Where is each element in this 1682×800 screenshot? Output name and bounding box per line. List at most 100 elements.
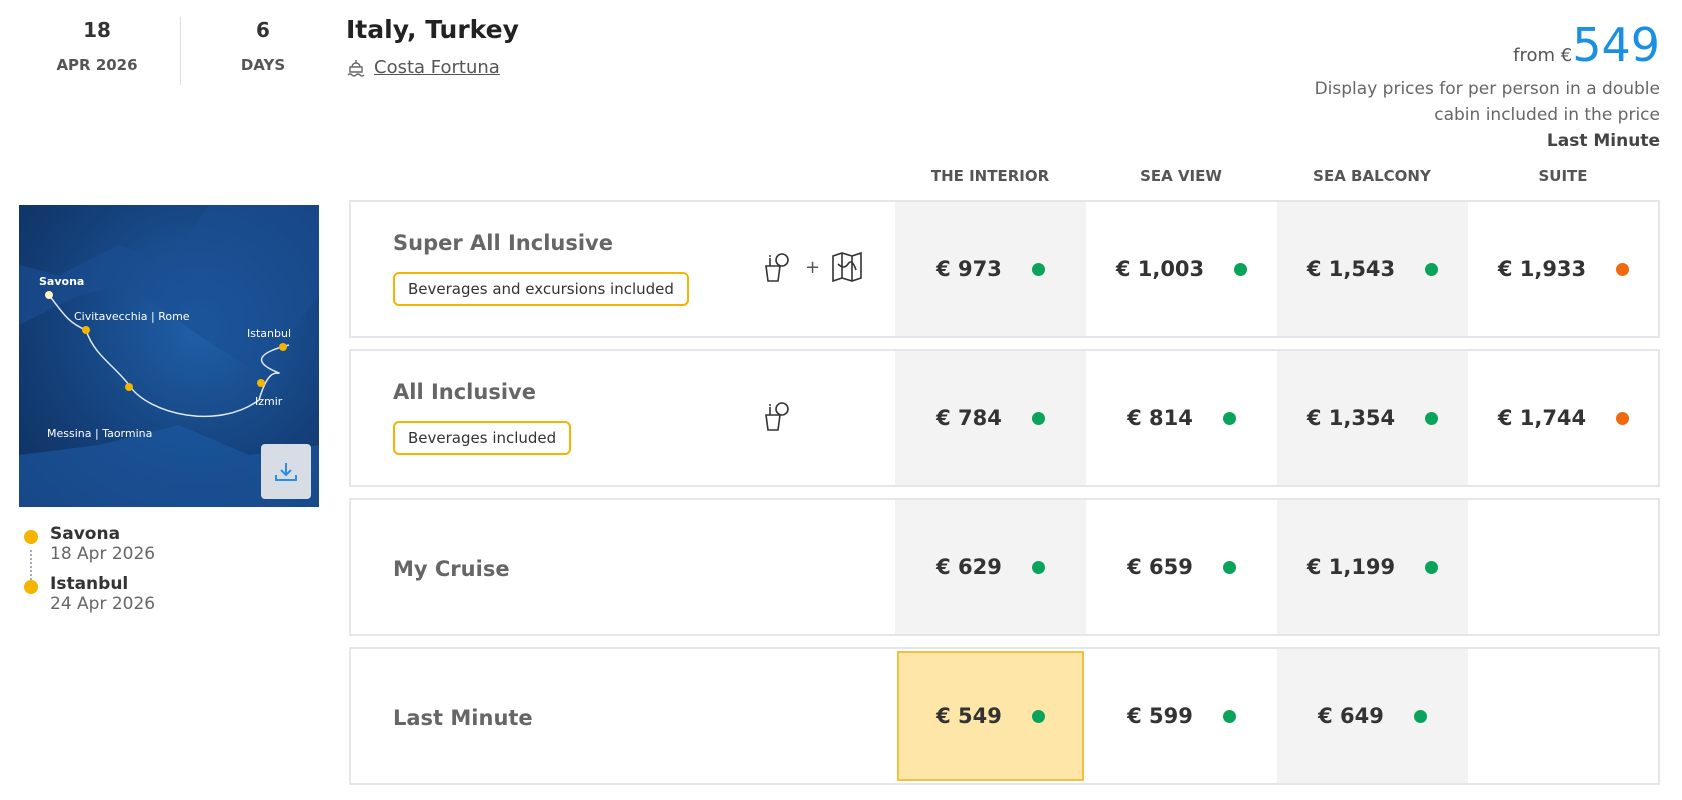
divider	[180, 17, 181, 85]
fare-name: All Inclusive	[393, 380, 536, 404]
availability-dot-icon	[1222, 411, 1236, 425]
availability-dot-icon	[1425, 262, 1439, 276]
availability-dot-icon	[1425, 411, 1439, 425]
price: € 1,003	[1115, 257, 1205, 281]
price-cell[interactable]: € 1,933	[1468, 202, 1659, 336]
price-cell[interactable]: € 1,543	[1277, 202, 1468, 336]
price-cell[interactable]: € 1,003	[1086, 202, 1277, 336]
price-cell[interactable]: € 549	[895, 649, 1086, 783]
price-cell[interactable]: € 784	[895, 351, 1086, 485]
duration: 6 DAYS	[188, 18, 338, 74]
fare-badge: Beverages included	[393, 421, 572, 455]
price: € 549	[936, 704, 1002, 728]
map-label: Civitavecchia | Rome	[74, 310, 190, 323]
price-cell[interactable]: € 973	[895, 202, 1086, 336]
price: € 629	[936, 555, 1002, 579]
price-cell[interactable]: € 1,354	[1277, 351, 1468, 485]
price-cell[interactable]: € 814	[1086, 351, 1277, 485]
price-cell[interactable]: € 1,199	[1277, 500, 1468, 634]
price: € 1,199	[1306, 555, 1396, 579]
stop-date: 24 Apr 2026	[50, 594, 156, 614]
price: € 973	[936, 257, 1002, 281]
note-fare: Last Minute	[1546, 131, 1660, 151]
price: € 659	[1127, 555, 1193, 579]
itinerary: Savona 18 Apr 2026 Istanbul 24 Apr 2026	[24, 524, 155, 624]
availability-dot-icon	[1222, 709, 1236, 723]
column-header-sea-view: SEA VIEW	[1140, 167, 1222, 185]
fare-name: Last Minute	[393, 706, 533, 730]
stop-dot-icon	[24, 530, 38, 544]
fare-icons: +	[761, 250, 864, 284]
month-year: APR 2026	[56, 56, 138, 74]
fare-row: All Inclusive Beverages included € 784 € 81…	[349, 349, 1660, 487]
column-header-sea-balcony: SEA BALCONY	[1313, 167, 1431, 185]
map-label: Izmir	[255, 395, 283, 408]
price: € 1,744	[1497, 406, 1587, 430]
price-note: Display prices for per person in a doubl…	[1300, 76, 1660, 154]
price: € 1,543	[1306, 257, 1396, 281]
duration-value: 6	[256, 18, 270, 42]
day: 18	[83, 18, 111, 42]
ship-link[interactable]: Costa Fortuna	[374, 57, 500, 78]
availability-dot-icon	[1031, 411, 1045, 425]
availability-dot-icon	[1031, 560, 1045, 574]
availability-dot-icon	[1413, 709, 1427, 723]
fare-name: My Cruise	[393, 557, 510, 581]
price-cell[interactable]: € 599	[1086, 649, 1277, 783]
note-text: Display prices for per person in a doubl…	[1314, 79, 1660, 125]
plus-icon: +	[805, 256, 821, 278]
ship-icon	[347, 59, 365, 77]
from-label: from €	[1513, 45, 1573, 66]
map-label: Istanbul	[247, 327, 291, 340]
itinerary-stop: Savona 18 Apr 2026	[24, 524, 155, 564]
drink-icon	[765, 253, 789, 282]
availability-dot-icon	[1234, 262, 1248, 276]
duration-unit: DAYS	[240, 56, 286, 74]
itinerary-stop: Istanbul 24 Apr 2026	[24, 574, 155, 614]
price-cell[interactable]: € 1,744	[1468, 351, 1659, 485]
route-map-drawing: Savona Civitavecchia | Rome Messina | Ta…	[19, 205, 319, 507]
stop-date: 18 Apr 2026	[50, 544, 156, 564]
fare-name: Super All Inclusive	[393, 231, 613, 255]
stop-port: Savona	[50, 524, 121, 544]
availability-dot-icon	[1616, 262, 1630, 276]
price: € 599	[1127, 704, 1193, 728]
connector	[30, 550, 32, 580]
fare-row: Super All Inclusive Beverages and excursi…	[349, 200, 1660, 338]
availability-dot-icon	[1031, 262, 1045, 276]
price: € 1,933	[1497, 257, 1587, 281]
price: € 814	[1127, 406, 1193, 430]
price-cell[interactable]: € 649	[1277, 649, 1468, 783]
availability-dot-icon	[1222, 560, 1236, 574]
ship: Costa Fortuna	[346, 57, 500, 78]
price: € 1,354	[1306, 406, 1396, 430]
price-cell	[1468, 649, 1659, 783]
price: € 649	[1318, 704, 1384, 728]
column-header-suite: SUITE	[1538, 167, 1588, 185]
availability-dot-icon	[1031, 709, 1045, 723]
from-price-value: 549	[1572, 18, 1660, 72]
route-map[interactable]: Savona Civitavecchia | Rome Messina | Ta…	[19, 205, 319, 507]
from-price: from €549	[1513, 18, 1660, 72]
price-cell[interactable]: € 629	[895, 500, 1086, 634]
destination-title: Italy, Turkey	[346, 15, 519, 44]
drink-icon	[765, 402, 789, 431]
availability-dot-icon	[1616, 411, 1630, 425]
stop-port: Istanbul	[50, 574, 129, 594]
fare-row: Last Minute € 549 € 599 € 649	[349, 647, 1660, 785]
excursion-map-icon	[832, 251, 862, 283]
download-icon	[275, 462, 297, 481]
fare-icons	[761, 399, 795, 433]
fare-badge: Beverages and excursions included	[393, 272, 689, 306]
column-header-interior: THE INTERIOR	[930, 167, 1050, 185]
stop-dot-icon	[24, 580, 38, 594]
map-label: Savona	[39, 275, 84, 288]
availability-dot-icon	[1425, 560, 1439, 574]
departure-date: 18 APR 2026	[22, 18, 172, 74]
map-label: Messina | Taormina	[47, 427, 152, 440]
price: € 784	[936, 406, 1002, 430]
price-cell	[1468, 500, 1659, 634]
price-cell[interactable]: € 659	[1086, 500, 1277, 634]
download-map-button[interactable]	[261, 444, 311, 499]
fare-row: My Cruise € 629 € 659 € 1,199	[349, 498, 1660, 636]
